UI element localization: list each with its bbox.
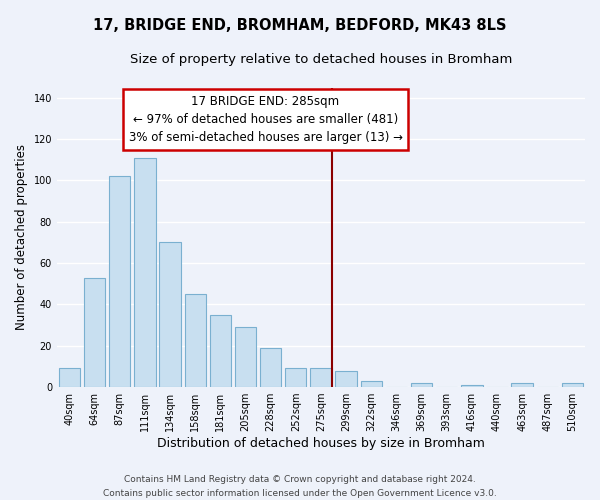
Bar (411, 383, 432, 387)
Bar (260, 348, 281, 387)
Bar (562, 383, 583, 387)
Bar (310, 368, 332, 387)
Y-axis label: Number of detached properties: Number of detached properties (15, 144, 28, 330)
Bar (285, 368, 307, 387)
Bar (461, 385, 482, 387)
Bar (109, 176, 130, 387)
Bar (185, 294, 206, 387)
Bar (160, 242, 181, 387)
Text: 17 BRIDGE END: 285sqm
← 97% of detached houses are smaller (481)
3% of semi-deta: 17 BRIDGE END: 285sqm ← 97% of detached … (128, 95, 403, 144)
Bar (209, 315, 231, 387)
Bar (134, 158, 155, 387)
Bar (235, 327, 256, 387)
Bar (84, 278, 106, 387)
Text: Contains HM Land Registry data © Crown copyright and database right 2024.
Contai: Contains HM Land Registry data © Crown c… (103, 476, 497, 498)
Bar (335, 370, 357, 387)
X-axis label: Distribution of detached houses by size in Bromham: Distribution of detached houses by size … (157, 437, 485, 450)
Title: Size of property relative to detached houses in Bromham: Size of property relative to detached ho… (130, 52, 512, 66)
Bar (59, 368, 80, 387)
Bar (361, 381, 382, 387)
Text: 17, BRIDGE END, BROMHAM, BEDFORD, MK43 8LS: 17, BRIDGE END, BROMHAM, BEDFORD, MK43 8… (93, 18, 507, 32)
Bar (511, 383, 533, 387)
